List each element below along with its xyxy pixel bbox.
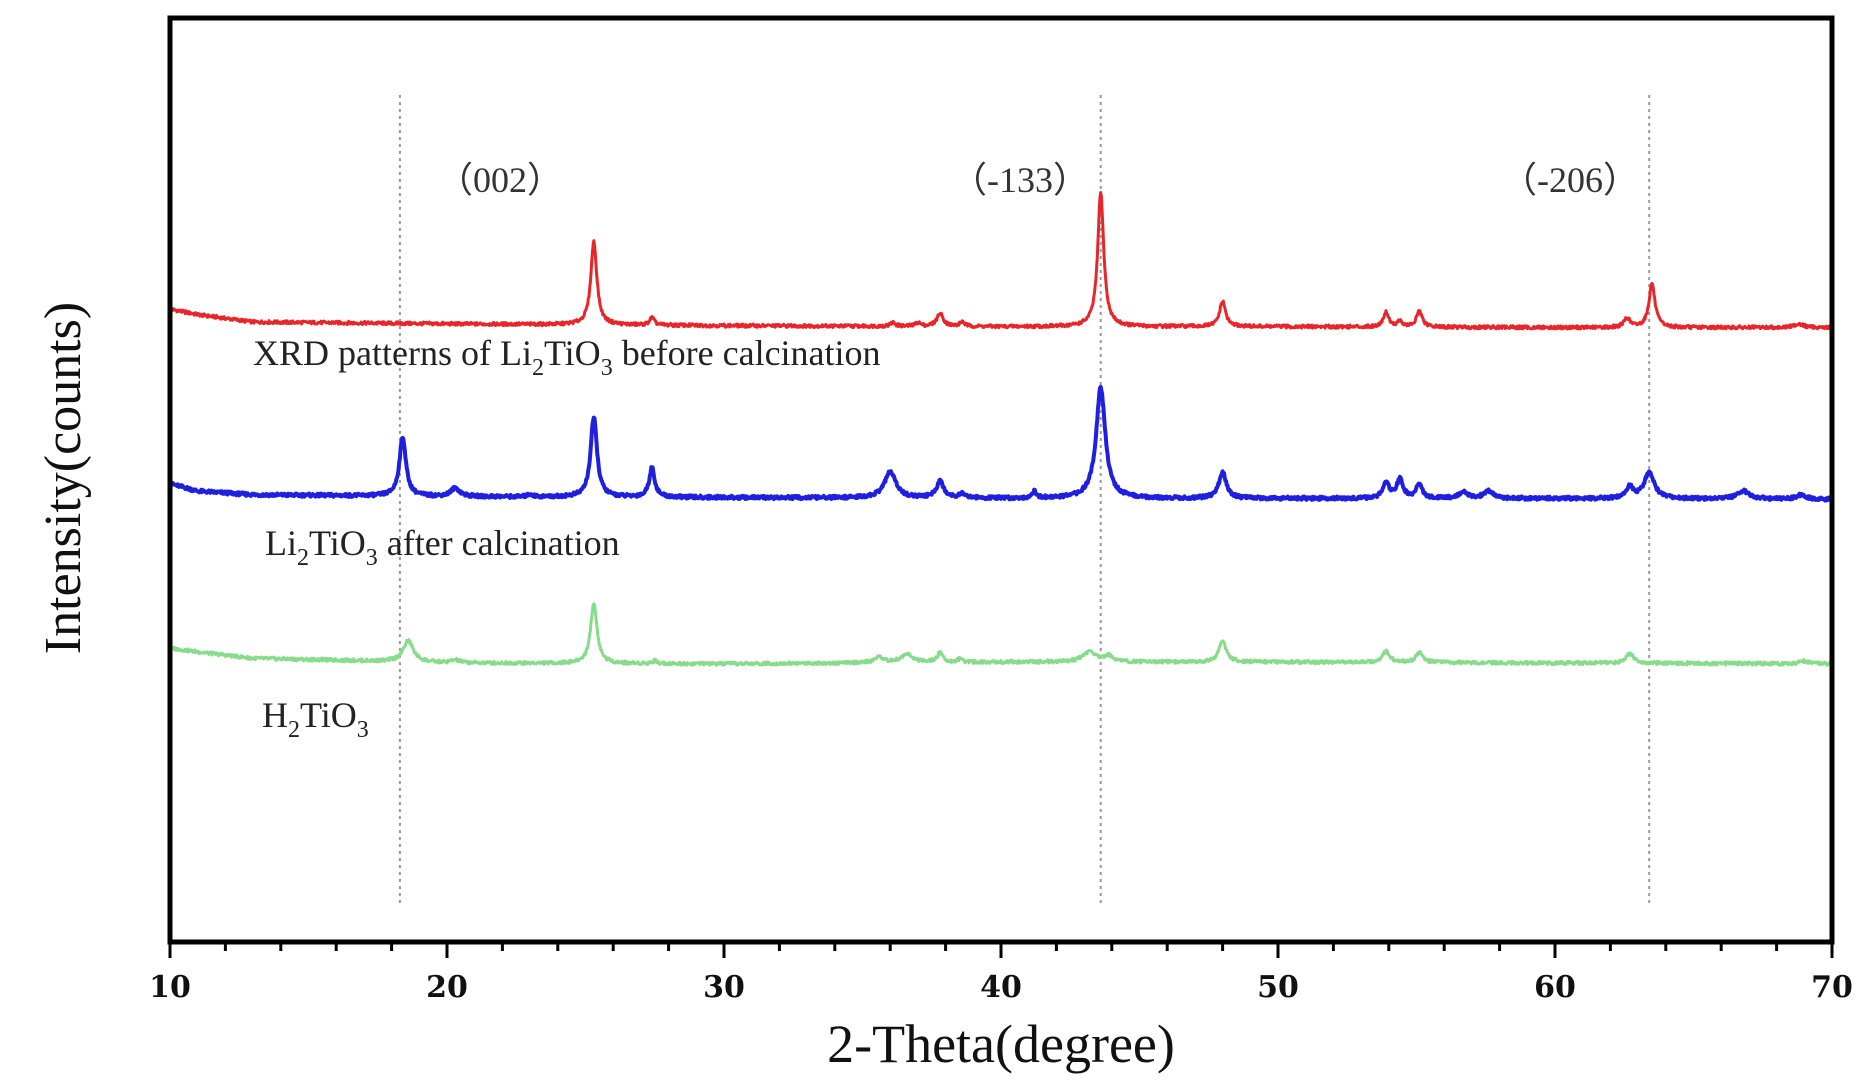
x-tick-label-10: 10 — [149, 970, 191, 1005]
label-text: TiO — [309, 523, 366, 563]
subscript: 3 — [357, 717, 369, 743]
label-text: Li — [265, 523, 297, 563]
series-line-h2tio3 — [169, 602, 1833, 667]
subscript: 3 — [601, 355, 613, 381]
x-tick-label-60: 60 — [1534, 970, 1576, 1005]
plot-frame — [167, 15, 1835, 945]
guide-lines — [398, 95, 1651, 905]
x-tick-label-30: 30 — [703, 970, 745, 1005]
peak-annotation-1: （-133） — [951, 160, 1089, 200]
subscript: 2 — [297, 545, 309, 571]
label-text: after calcination — [378, 523, 620, 563]
subscript: 3 — [366, 545, 378, 571]
label-text: TiO — [544, 333, 601, 373]
label-text: H — [262, 695, 288, 735]
y-axis-title: Intensity(counts) — [35, 302, 92, 654]
peak-annotation-2: （-206） — [1501, 160, 1639, 200]
series-labels: XRD patterns of Li2TiO3 before calcinati… — [253, 333, 881, 743]
series-label-h2tio3: H2TiO3 — [262, 695, 369, 743]
series-layer — [168, 191, 1834, 667]
x-tick-label-70: 70 — [1811, 970, 1853, 1005]
label-text: TiO — [300, 695, 357, 735]
x-axis: 10 20 30 40 50 60 70 — [149, 942, 1853, 1005]
x-axis-title: 2-Theta(degree) — [827, 1014, 1175, 1074]
series-label-before-calcination: XRD patterns of Li2TiO3 before calcinati… — [253, 333, 881, 381]
series-label-after-calcination: Li2TiO3 after calcination — [265, 523, 620, 571]
subscript: 2 — [532, 355, 544, 381]
series-line-before-calcination — [168, 191, 1833, 331]
series-line-after-calcination — [168, 384, 1834, 503]
peak-annotations: （002） （-133） （-206） — [437, 160, 1639, 200]
label-text: XRD patterns of Li — [253, 333, 532, 373]
label-text: before calcination — [613, 333, 881, 373]
peak-annotation-0: （002） — [437, 160, 563, 200]
x-tick-label-40: 40 — [980, 970, 1022, 1005]
x-tick-label-50: 50 — [1257, 970, 1299, 1005]
x-tick-label-20: 20 — [426, 970, 468, 1005]
subscript: 2 — [288, 717, 300, 743]
